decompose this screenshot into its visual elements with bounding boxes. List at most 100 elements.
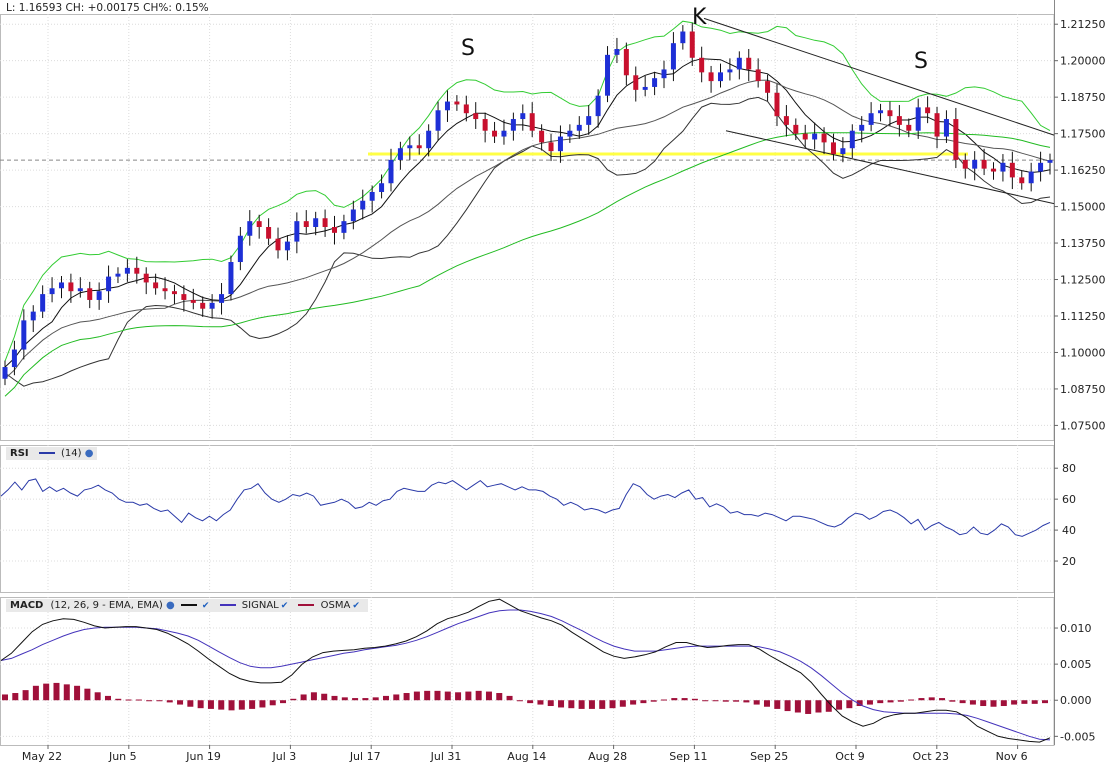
checkmark-icon[interactable]: ✔ bbox=[201, 601, 210, 611]
candle-body bbox=[284, 241, 290, 251]
osma-bar bbox=[321, 693, 328, 701]
osma-bar bbox=[1031, 700, 1038, 704]
osma-bar bbox=[393, 694, 400, 701]
osma-bar bbox=[702, 700, 709, 702]
candle-body bbox=[699, 57, 705, 73]
macd-tick-label: 0.000 bbox=[1060, 694, 1092, 707]
candle-body bbox=[878, 110, 884, 114]
candle-body bbox=[520, 113, 526, 120]
candle-body bbox=[162, 288, 168, 292]
osma-bar bbox=[650, 700, 657, 702]
price-tick-label: 1.17500 bbox=[1060, 128, 1106, 141]
sma-slow-line bbox=[4, 132, 1051, 397]
osma-bar bbox=[115, 698, 122, 701]
candle-body bbox=[1000, 162, 1006, 172]
candle-body bbox=[633, 75, 639, 90]
change-value: +0.00175 bbox=[87, 2, 140, 14]
osma-bar bbox=[722, 700, 729, 702]
candle-body bbox=[859, 124, 865, 131]
candle-body bbox=[689, 31, 695, 58]
rsi-legend[interactable]: RSI (14) ● bbox=[6, 447, 98, 460]
candle-body bbox=[397, 148, 403, 160]
osma-bar bbox=[959, 700, 966, 704]
osma-bar bbox=[939, 698, 946, 701]
candle-body bbox=[407, 145, 413, 149]
rsi-line-swatch bbox=[38, 452, 55, 454]
osma-bar bbox=[434, 690, 441, 701]
candle-body bbox=[765, 81, 771, 93]
osma-bar bbox=[506, 695, 513, 701]
osma-bar bbox=[372, 697, 379, 701]
osma-bar bbox=[805, 700, 812, 714]
osma-bar bbox=[568, 700, 575, 709]
osma-bar bbox=[588, 700, 595, 709]
candle-body bbox=[332, 227, 338, 233]
candle-body bbox=[1009, 162, 1015, 178]
checkmark-icon[interactable]: ✔ bbox=[280, 601, 289, 611]
globe-icon[interactable]: ● bbox=[165, 600, 175, 611]
osma-bar bbox=[424, 690, 431, 701]
osma-bar bbox=[558, 700, 565, 708]
osma-bar bbox=[53, 682, 60, 701]
osma-bar bbox=[908, 699, 915, 701]
osma-bar bbox=[290, 698, 297, 701]
change-pct-label: CH%: bbox=[143, 2, 172, 14]
candle-body bbox=[143, 273, 149, 283]
osma-bar bbox=[691, 698, 698, 701]
osma-bar bbox=[382, 695, 389, 701]
candle-body bbox=[11, 349, 17, 368]
osma-bar bbox=[32, 685, 39, 701]
osma-bar bbox=[856, 700, 863, 707]
osma-bar bbox=[990, 700, 997, 707]
x-tick-label: Oct 9 bbox=[835, 750, 865, 763]
candle-body bbox=[21, 320, 27, 350]
candle-body bbox=[313, 218, 319, 227]
candle-body bbox=[774, 92, 780, 117]
candle-body bbox=[812, 133, 818, 140]
sma-fast-line bbox=[4, 58, 1051, 368]
osma-bar bbox=[784, 700, 791, 712]
candle-body bbox=[915, 107, 921, 131]
signal-legend-label: SIGNAL bbox=[241, 600, 279, 611]
osma-bar bbox=[280, 700, 287, 704]
candle-body bbox=[77, 288, 83, 292]
candle-body bbox=[567, 130, 573, 137]
osma-bar bbox=[218, 700, 225, 710]
checkmark-icon[interactable]: ✔ bbox=[352, 601, 360, 611]
right-shoulder-label: S bbox=[914, 49, 928, 74]
macd-legend[interactable]: MACD (12, 26, 9 - EMA, EMA) ● ✔ SIGNAL ✔ … bbox=[6, 599, 368, 612]
candle-body bbox=[925, 107, 931, 114]
candle-body bbox=[906, 124, 912, 131]
osma-bar bbox=[485, 691, 492, 701]
x-tick-label: Aug 14 bbox=[507, 750, 546, 763]
candle-body bbox=[190, 299, 196, 303]
osma-bar bbox=[455, 692, 462, 701]
osma-bar bbox=[362, 698, 369, 701]
head-label: K bbox=[692, 5, 707, 30]
globe-icon[interactable]: ● bbox=[84, 448, 94, 459]
osma-bar bbox=[753, 700, 760, 705]
candle-body bbox=[30, 311, 36, 321]
osma-bar bbox=[763, 700, 770, 707]
candle-body bbox=[2, 367, 8, 379]
candle-body bbox=[539, 130, 545, 143]
osma-bar bbox=[74, 685, 81, 701]
osma-bar bbox=[104, 695, 111, 701]
osma-bar bbox=[825, 700, 832, 712]
candle-body bbox=[275, 238, 281, 251]
osma-bar bbox=[177, 700, 184, 705]
candle-body bbox=[595, 95, 601, 117]
candle-body bbox=[87, 288, 93, 300]
candle-body bbox=[96, 291, 102, 300]
osma-bar bbox=[465, 691, 472, 701]
candle-body bbox=[953, 119, 959, 160]
osma-bar bbox=[969, 700, 976, 705]
osma-bar bbox=[1042, 700, 1048, 704]
candle-body bbox=[548, 142, 554, 152]
osma-bar bbox=[671, 698, 678, 701]
osma-bar bbox=[578, 700, 585, 709]
candle-body bbox=[115, 273, 121, 277]
candle-body bbox=[416, 145, 422, 149]
osma-bar bbox=[156, 700, 163, 702]
osma-bar bbox=[166, 700, 173, 703]
